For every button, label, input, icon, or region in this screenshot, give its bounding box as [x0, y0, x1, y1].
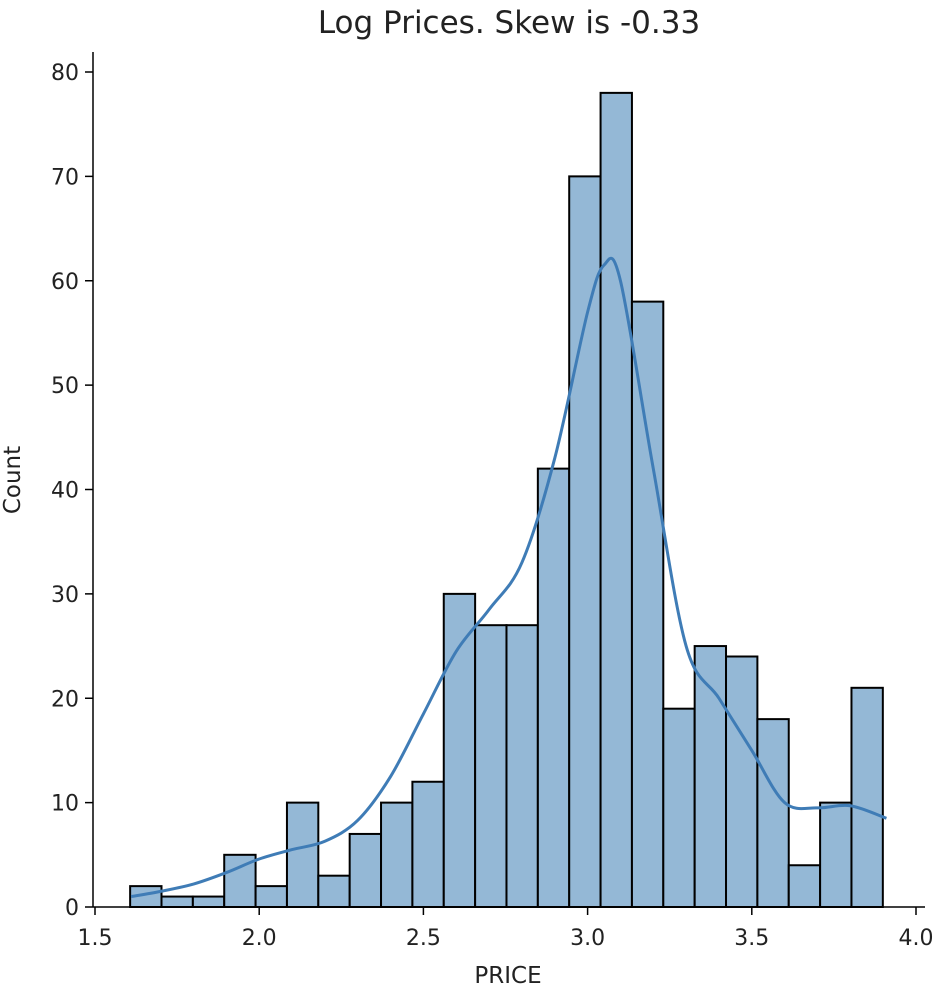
x-tick-label: 1.5: [78, 926, 113, 951]
y-tick-label: 80: [51, 61, 79, 86]
histogram-bar: [442, 592, 477, 908]
y-tick-label: 60: [51, 270, 79, 295]
chart-title: Log Prices. Skew is -0.33: [318, 5, 700, 41]
bars-group: [129, 91, 884, 908]
histogram-bar: [536, 467, 571, 908]
histogram-bar: [317, 874, 351, 908]
y-tick-label: 0: [65, 896, 79, 921]
y-tick-label: 20: [51, 687, 79, 712]
histogram-bar: [380, 801, 414, 908]
histogram-bar: [662, 707, 696, 908]
histogram-bar: [693, 645, 728, 908]
histogram-bar: [787, 864, 822, 908]
x-tick-label: 2.5: [406, 926, 441, 951]
y-tick-label: 70: [51, 165, 79, 190]
y-tick-label: 10: [51, 792, 79, 817]
histogram-bar: [850, 686, 884, 908]
kde-curve: [130, 256, 887, 899]
histogram-bar: [474, 624, 508, 908]
histogram-bar: [411, 780, 445, 908]
histogram-bar: [819, 801, 853, 908]
histogram-bar: [630, 300, 665, 908]
y-tick-label: 50: [51, 374, 79, 399]
y-axis-label: Count: [0, 446, 26, 514]
x-tick-label: 3.5: [734, 926, 769, 951]
y-axis-ticks: 0 10 20 30 40 50 60 70 80: [51, 61, 93, 921]
histogram-bar: [756, 718, 790, 908]
x-tick-label: 2.0: [242, 926, 277, 951]
histogram-bar: [348, 832, 383, 908]
histogram-bar: [285, 801, 320, 908]
histogram-bar: [254, 885, 288, 908]
histogram-bar: [599, 91, 633, 908]
histogram-bar: [160, 895, 194, 908]
histogram-bar: [725, 655, 759, 908]
x-tick-label: 3.0: [570, 926, 605, 951]
y-tick-label: 40: [51, 479, 79, 504]
histogram-bar: [505, 624, 539, 908]
histogram-bar: [191, 895, 226, 908]
y-tick-label: 30: [51, 583, 79, 608]
x-axis-ticks: 1.5 2.0 2.5 3.0 3.5 4.0: [78, 907, 934, 951]
x-axis-label: PRICE: [474, 963, 541, 989]
x-tick-label: 4.0: [899, 926, 934, 951]
